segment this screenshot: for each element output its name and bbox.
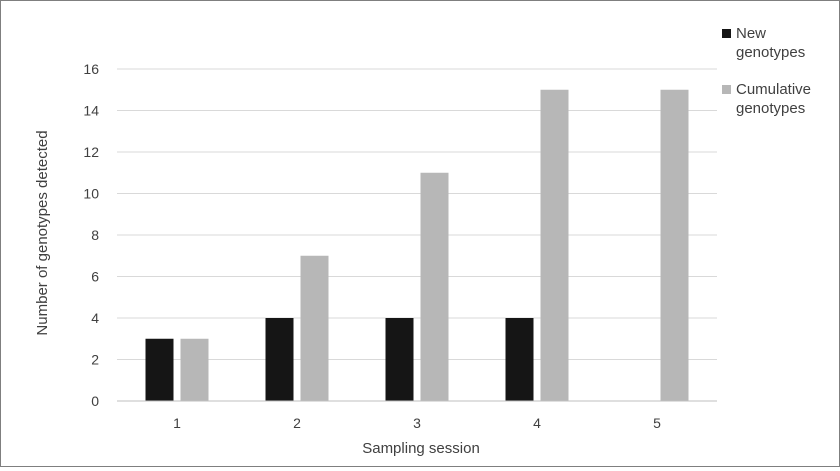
- bar-cumulative-genotypes-session-1: [180, 338, 209, 401]
- bar-cumulative-genotypes-session-5: [660, 89, 689, 401]
- y-tick-label: 4: [91, 310, 99, 326]
- y-tick-label: 14: [83, 103, 99, 119]
- y-axis-title: Number of genotypes detected: [34, 130, 51, 335]
- x-axis-title: Sampling session: [362, 440, 480, 457]
- legend-swatch-cumulative-genotypes: [722, 85, 731, 94]
- legend-label-cumulative-line1: Cumulative: [736, 81, 811, 98]
- y-tick-label: 12: [83, 144, 99, 160]
- y-tick-label: 2: [91, 352, 99, 368]
- x-tick-label: 4: [533, 415, 541, 431]
- y-tick-label: 6: [91, 269, 99, 285]
- bar-new-genotypes-session-1: [145, 338, 174, 401]
- bar-new-genotypes-session-3: [385, 318, 414, 401]
- bar-cumulative-genotypes-session-4: [540, 89, 569, 401]
- legend-swatch-new-genotypes: [722, 29, 731, 38]
- bar-new-genotypes-session-2: [265, 318, 294, 401]
- bar-cumulative-genotypes-session-2: [300, 255, 329, 401]
- bar-new-genotypes-session-4: [505, 318, 534, 401]
- x-tick-label: 5: [653, 415, 661, 431]
- x-tick-label: 2: [293, 415, 301, 431]
- bar-cumulative-genotypes-session-3: [420, 172, 449, 401]
- y-tick-label: 0: [91, 393, 99, 409]
- legend-label-new-line2: genotypes: [736, 44, 805, 61]
- gridlines: [117, 68, 717, 360]
- x-tick-label: 1: [173, 415, 181, 431]
- y-tick-label: 10: [83, 186, 99, 202]
- y-tick-labels: 0 2 4 6 8 10 12 14 16: [83, 61, 99, 409]
- x-tick-labels: 1 2 3 4 5: [173, 415, 661, 431]
- y-tick-label: 16: [83, 61, 99, 77]
- y-tick-label: 8: [91, 227, 99, 243]
- legend: New genotypes Cumulative genotypes: [722, 25, 811, 117]
- x-tick-label: 3: [413, 415, 421, 431]
- legend-label-cumulative-line2: genotypes: [736, 100, 805, 117]
- legend-label-new-line1: New: [736, 25, 766, 42]
- bars: [145, 89, 689, 401]
